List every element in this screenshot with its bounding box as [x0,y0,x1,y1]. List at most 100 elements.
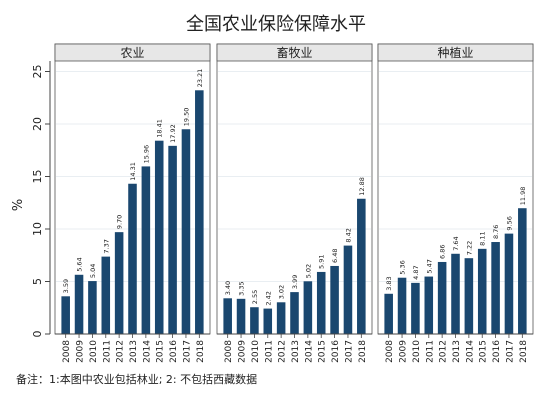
bar [504,233,514,334]
x-tick-label: 2015 [156,340,166,363]
data-label: 18.41 [156,119,164,138]
bar [491,242,500,334]
x-tick-label: 2018 [196,340,206,363]
y-tick-label: 15 [31,170,44,184]
data-label: 7.64 [452,236,460,250]
bar [464,258,474,334]
x-tick-label: 2008 [62,340,72,363]
data-label: 6.86 [439,244,447,258]
x-tick-label: 2016 [331,340,341,363]
data-label: 23.21 [196,69,204,88]
bar [451,253,460,334]
x-tick-label: 2012 [439,340,449,363]
bar [424,276,434,334]
x-tick-label: 2016 [492,340,502,363]
data-label: 3.40 [224,281,232,295]
bar [263,308,273,334]
bar [61,296,70,334]
x-tick-label: 2013 [129,340,139,363]
x-tick-label: 2012 [116,340,126,363]
panel-title: 畜牧业 [276,45,312,60]
data-label: 5.36 [399,260,407,274]
bar [88,281,97,334]
data-label: 2.42 [264,291,272,305]
x-tick-label: 2014 [304,340,314,363]
panel-header [216,43,373,62]
x-tick-label: 2010 [412,340,422,363]
x-tick-label: 2013 [291,340,301,363]
bar [181,129,191,334]
panel-header [377,43,534,62]
bar [477,248,487,334]
data-label: 4.87 [412,265,420,279]
data-label: 17.92 [169,124,177,143]
bar [195,90,204,334]
x-tick-label: 2014 [142,340,152,363]
x-tick-label: 2015 [318,340,328,363]
y-tick-label: 25 [31,65,44,79]
x-tick-label: 2017 [505,340,515,363]
bar [128,183,137,334]
y-tick-label: 10 [31,222,44,236]
x-tick-label: 2009 [399,340,409,363]
x-tick-label: 2010 [89,340,99,363]
data-label: 2.55 [251,290,259,304]
bar [276,302,286,334]
data-label: 7.37 [102,239,110,253]
bar [343,245,353,334]
x-tick-label: 2009 [76,340,86,363]
data-label: 14.31 [129,162,137,181]
data-label: 8.11 [479,231,487,245]
bar [101,256,111,334]
bar [168,145,177,334]
bar [236,298,246,334]
data-label: 3.59 [62,279,70,293]
x-tick-label: 2013 [452,340,462,363]
bar [411,282,420,334]
data-label: 9.70 [116,215,124,229]
x-tick-label: 2016 [169,340,179,363]
bar [154,140,164,334]
x-tick-label: 2008 [385,340,395,363]
x-tick-label: 2011 [425,340,435,363]
data-label: 11.98 [519,187,527,206]
data-label: 9.56 [505,216,513,230]
data-label: 5.91 [318,254,326,268]
panel-header [54,43,211,62]
data-label: 5.64 [76,257,84,271]
data-label: 12.88 [358,177,366,196]
x-tick-label: 2010 [251,340,261,363]
bar [114,232,124,334]
bar [290,292,299,334]
bar [330,265,339,334]
bar [437,261,447,334]
bar [518,208,527,334]
data-label: 19.50 [182,108,190,127]
bar [397,277,407,334]
bar [141,166,151,334]
chart-panels: 农业 3.59 2008 5.64 2009 5.04 2010 7.37 2011 9.70 20… [54,43,534,363]
data-label: 5.04 [89,264,97,278]
data-label: 8.76 [492,225,500,239]
bar [357,198,366,334]
x-tick-label: 2009 [238,340,248,363]
x-tick-label: 2014 [465,340,475,363]
bar [223,298,232,334]
data-label: 7.22 [465,241,473,255]
x-tick-label: 2008 [224,340,234,363]
x-tick-label: 2018 [519,340,529,363]
panel-2: 种植业 3.83 2008 5.36 2009 4.87 2010 5.47 2011 6.86 2… [377,43,534,363]
x-tick-label: 2018 [358,340,368,363]
x-tick-label: 2015 [479,340,489,363]
data-label: 8.42 [344,228,352,242]
data-label: 5.47 [425,259,433,273]
bar [303,281,313,334]
data-label: 3.83 [385,276,393,290]
chart-title: 全国农业保险保障水平 [186,14,366,35]
y-axis: 0 5 10 15 20 25 [31,61,51,338]
data-label: 6.48 [331,248,339,262]
bar [74,274,84,334]
x-tick-label: 2017 [344,340,354,363]
y-axis-label: % [11,199,26,211]
